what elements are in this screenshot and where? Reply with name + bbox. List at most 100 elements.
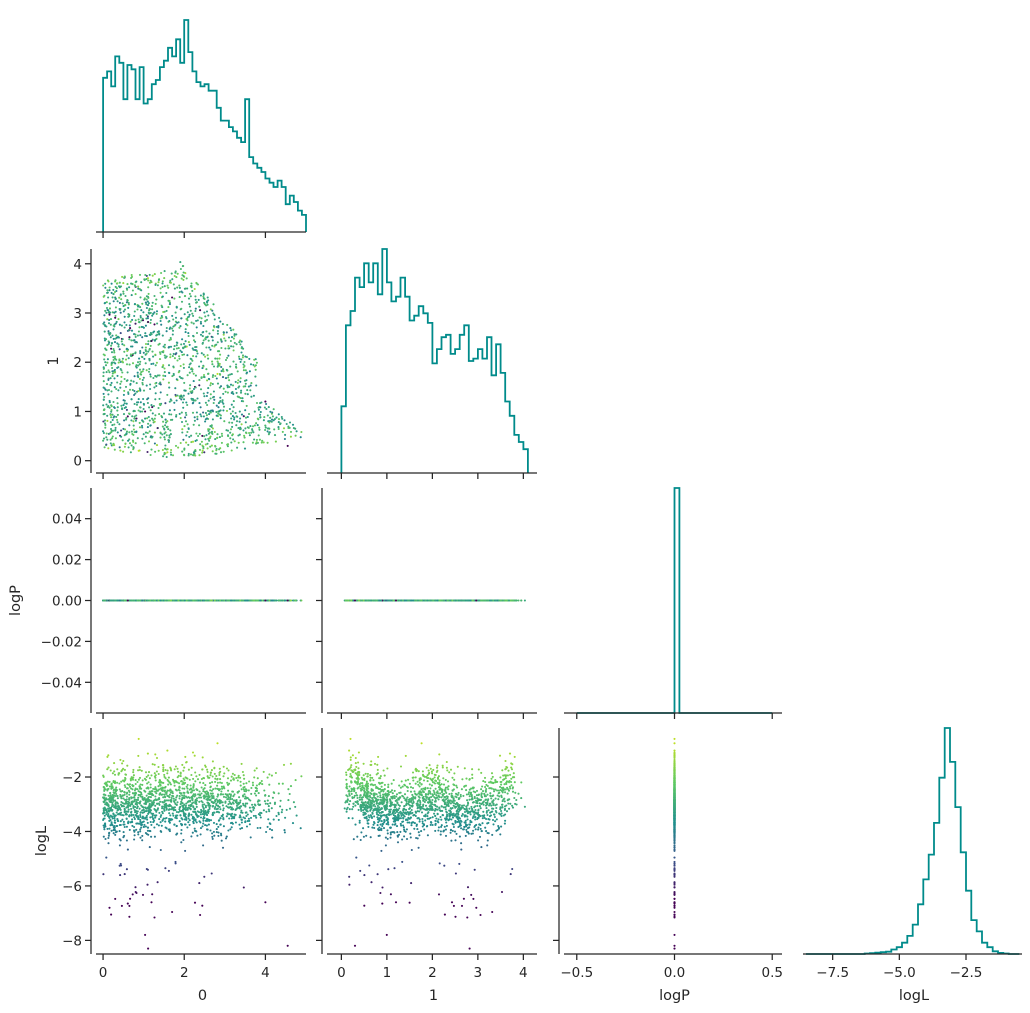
scatter-point bbox=[128, 336, 131, 339]
scatter-point bbox=[142, 389, 146, 392]
scatter-point bbox=[114, 322, 117, 325]
scatter-point bbox=[229, 437, 232, 440]
scatter-point bbox=[194, 454, 197, 457]
scatter-point bbox=[165, 326, 168, 330]
scatter-point bbox=[146, 315, 149, 318]
scatter-point bbox=[176, 341, 179, 344]
scatter-point bbox=[272, 408, 275, 411]
scatter-point bbox=[163, 270, 166, 273]
scatter-point bbox=[168, 386, 171, 389]
scatter-point bbox=[149, 344, 152, 347]
scatter-point bbox=[109, 336, 112, 339]
scatter-point bbox=[232, 360, 235, 363]
scatter-point bbox=[124, 385, 128, 388]
scatter-point bbox=[267, 406, 270, 409]
scatter-point bbox=[149, 424, 152, 427]
scatter-point bbox=[202, 330, 205, 334]
scatter-point bbox=[174, 444, 178, 447]
scatter-point bbox=[198, 379, 201, 382]
scatter-point bbox=[153, 431, 156, 434]
scatter-point bbox=[200, 352, 203, 355]
scatter-point bbox=[123, 389, 126, 392]
scatter-point bbox=[118, 301, 121, 304]
scatter-point bbox=[152, 376, 155, 380]
scatter-point bbox=[163, 343, 166, 346]
scatter-point bbox=[131, 415, 134, 418]
scatter-point bbox=[114, 316, 117, 319]
scatter-point bbox=[154, 354, 157, 357]
scatter-point bbox=[160, 304, 163, 307]
scatter-point bbox=[197, 599, 200, 602]
scatter-point bbox=[130, 329, 134, 332]
scatter-point bbox=[144, 334, 147, 337]
scatter-point bbox=[130, 430, 133, 433]
scatter-point bbox=[222, 333, 225, 336]
scatter-point bbox=[196, 397, 199, 400]
scatter-point bbox=[109, 427, 113, 431]
scatter-point bbox=[216, 350, 220, 353]
scatter-point bbox=[133, 431, 136, 434]
scatter-point bbox=[175, 399, 178, 402]
scatter-point bbox=[240, 340, 243, 343]
scatter-point bbox=[146, 450, 149, 454]
scatter-point bbox=[164, 356, 168, 359]
scatter-point bbox=[105, 436, 108, 439]
scatter-point bbox=[250, 395, 253, 398]
scatter-point bbox=[113, 448, 116, 451]
scatter-point bbox=[124, 358, 128, 361]
scatter-point bbox=[131, 345, 134, 348]
scatter-point bbox=[126, 379, 129, 382]
scatter-point bbox=[135, 366, 138, 369]
scatter-point bbox=[183, 313, 186, 316]
scatter-point bbox=[134, 322, 137, 325]
scatter-point bbox=[221, 399, 224, 402]
scatter-point bbox=[172, 283, 175, 286]
scatter-point bbox=[120, 298, 123, 301]
scatter-point bbox=[285, 422, 288, 426]
scatter-point bbox=[224, 339, 227, 342]
scatter-point bbox=[158, 397, 161, 400]
scatter-point bbox=[109, 311, 112, 314]
scatter-point bbox=[216, 436, 219, 439]
scatter-point bbox=[171, 355, 174, 358]
scatter-point bbox=[172, 372, 175, 375]
scatter-point bbox=[207, 357, 210, 360]
scatter-point bbox=[205, 434, 208, 437]
scatter-point bbox=[107, 405, 110, 408]
scatter-point bbox=[217, 406, 220, 409]
scatter-point bbox=[116, 409, 119, 412]
scatter-point bbox=[238, 420, 241, 423]
scatter-point bbox=[192, 355, 195, 358]
scatter-point bbox=[121, 360, 124, 363]
scatter-point bbox=[226, 369, 229, 372]
scatter-point bbox=[135, 401, 139, 404]
scatter-point bbox=[164, 402, 167, 405]
scatter-point bbox=[141, 317, 144, 320]
scatter-point bbox=[234, 411, 237, 415]
scatter-point bbox=[275, 599, 278, 602]
scatter-point bbox=[221, 368, 225, 371]
scatter-point bbox=[239, 417, 242, 420]
scatter-point bbox=[120, 435, 123, 438]
scatter-point bbox=[135, 382, 138, 385]
scatter-point bbox=[220, 370, 223, 373]
scatter-point bbox=[133, 310, 136, 313]
scatter-point bbox=[251, 425, 255, 428]
scatter-point bbox=[140, 309, 143, 312]
scatter-point bbox=[176, 359, 179, 362]
scatter-point bbox=[202, 295, 205, 298]
scatter-point bbox=[235, 391, 238, 394]
scatter-point bbox=[191, 411, 195, 414]
scatter-point bbox=[255, 384, 258, 387]
scatter-point bbox=[239, 599, 242, 602]
scatter-point bbox=[294, 599, 297, 602]
scatter-point bbox=[135, 340, 138, 344]
scatter-point bbox=[190, 441, 193, 444]
scatter-point bbox=[147, 370, 151, 373]
scatter-point bbox=[127, 301, 130, 304]
scatter-point bbox=[191, 289, 194, 292]
scatter-point bbox=[167, 364, 171, 367]
scatter-point bbox=[184, 328, 187, 331]
scatter-point bbox=[232, 337, 235, 340]
scatter-point bbox=[144, 342, 148, 346]
